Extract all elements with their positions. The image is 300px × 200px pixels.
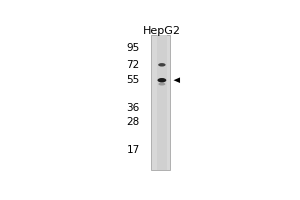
Text: HepG2: HepG2 <box>143 26 181 36</box>
Bar <box>157 35 167 170</box>
Ellipse shape <box>158 83 165 86</box>
Polygon shape <box>173 77 180 83</box>
Bar <box>152 35 170 170</box>
Text: 36: 36 <box>127 103 140 113</box>
Ellipse shape <box>158 78 166 82</box>
Ellipse shape <box>158 63 166 67</box>
Text: 17: 17 <box>127 145 140 155</box>
Text: 55: 55 <box>127 75 140 85</box>
Text: 95: 95 <box>127 43 140 53</box>
Text: 72: 72 <box>127 60 140 70</box>
Text: 28: 28 <box>127 117 140 127</box>
